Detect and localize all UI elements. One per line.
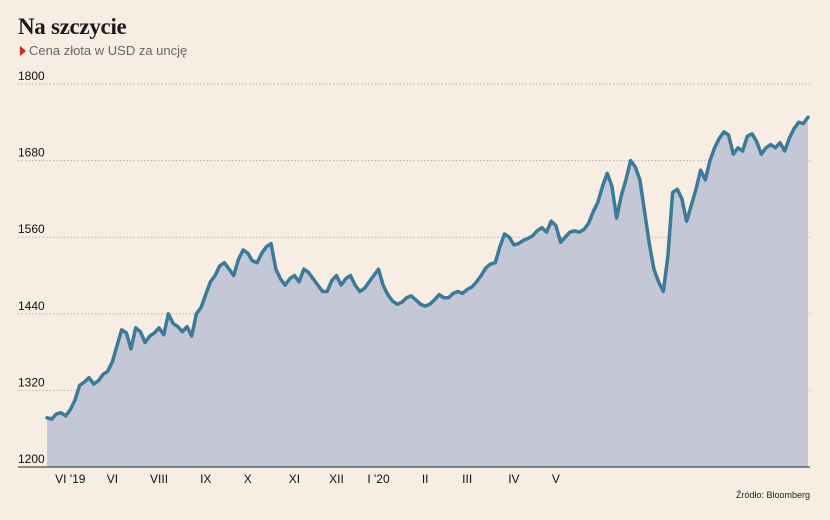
- x-tick-label: II: [422, 472, 429, 486]
- x-tick-label: IX: [200, 472, 211, 486]
- x-tick-label: IV: [508, 472, 519, 486]
- subtitle-text: Cena złota w USD za uncję: [29, 43, 188, 58]
- x-axis-ticks: VI '19 VI VIII IX X XI XII I '20 II III IV V: [55, 472, 560, 486]
- y-tick-label: 1440: [18, 299, 45, 313]
- x-tick-label: VIII: [150, 472, 168, 486]
- x-tick-label: I '20: [367, 472, 390, 486]
- chart-subtitle: Cena złota w USD za uncję: [20, 43, 187, 58]
- y-tick-label: 1800: [18, 69, 45, 83]
- x-tick-label: VI '19: [55, 472, 86, 486]
- y-tick-label: 1680: [18, 146, 45, 160]
- x-tick-label: X: [244, 472, 252, 486]
- triangle-marker-icon: [20, 45, 26, 56]
- x-tick-label: V: [552, 472, 560, 486]
- price-line: [45, 115, 810, 421]
- y-tick-label: 1560: [18, 222, 45, 236]
- x-tick-label: XII: [329, 472, 344, 486]
- x-tick-label: VI: [107, 472, 118, 486]
- chart-title: Na szczycie: [18, 14, 127, 39]
- y-tick-label: 1200: [18, 452, 45, 466]
- y-axis-ticks: 1200 1320 1440 1560 1680 1800: [18, 69, 45, 466]
- x-tick-label: III: [462, 472, 472, 486]
- price-area: [47, 117, 808, 467]
- y-tick-label: 1320: [18, 375, 45, 389]
- source-note: Źródło: Bloomberg: [735, 490, 810, 500]
- x-tick-label: XI: [289, 472, 300, 486]
